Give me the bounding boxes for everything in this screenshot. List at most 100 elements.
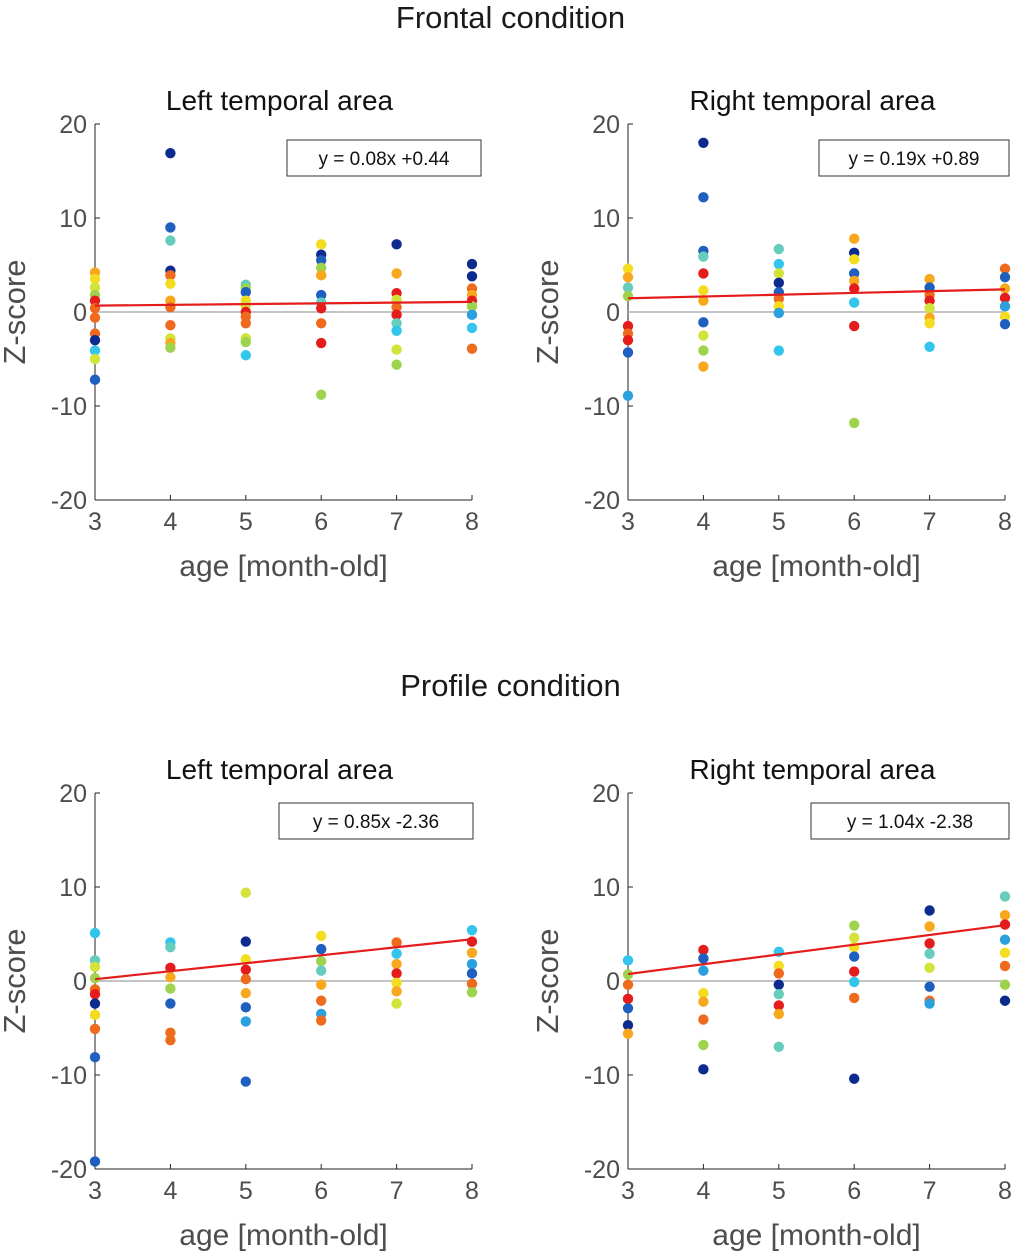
data-point <box>466 947 478 958</box>
panel-title: Left temporal area <box>166 754 394 785</box>
data-point <box>924 273 935 285</box>
data-point <box>924 962 935 974</box>
data-point <box>240 988 251 999</box>
data-point <box>622 335 634 346</box>
data-point <box>999 910 1011 921</box>
y-tick-label: 20 <box>59 111 87 139</box>
data-point <box>89 927 101 939</box>
data-point <box>165 278 176 289</box>
data-point <box>89 961 101 973</box>
data-point <box>698 944 709 956</box>
data-point <box>316 270 327 281</box>
x-tick-label: 7 <box>923 1177 937 1205</box>
data-point <box>466 968 478 979</box>
data-point <box>999 995 1011 1006</box>
data-point <box>622 969 634 980</box>
y-tick-label: 0 <box>606 299 620 327</box>
equation-label: y = 0.19x +0.89 <box>849 149 980 170</box>
y-tick-label: -20 <box>51 487 87 515</box>
data-point <box>165 1035 176 1046</box>
x-tick-label: 4 <box>696 1177 710 1205</box>
data-point <box>999 934 1011 945</box>
data-point <box>89 282 101 293</box>
data-point <box>316 389 327 400</box>
data-point <box>999 301 1011 312</box>
data-point <box>698 988 709 999</box>
data-point <box>165 998 176 1009</box>
data-point <box>316 289 327 301</box>
data-point <box>773 277 784 289</box>
x-axis-label: age [month-old] <box>179 550 387 583</box>
data-point <box>849 254 860 265</box>
regression-line <box>627 288 1006 300</box>
data-point <box>773 988 784 1000</box>
data-point <box>999 960 1011 972</box>
y-tick-label: 10 <box>592 874 620 902</box>
data-point <box>698 295 709 306</box>
equation-label: y = 0.08x +0.44 <box>319 149 450 170</box>
x-tick-label: 5 <box>772 508 786 536</box>
regression-line <box>627 924 1006 976</box>
data-point <box>240 964 251 975</box>
data-point <box>622 347 634 358</box>
data-point <box>924 998 935 1009</box>
x-tick-label: 3 <box>88 508 102 536</box>
x-tick-label: 6 <box>314 508 328 536</box>
data-point <box>466 271 478 282</box>
y-axis-label: Z-score <box>0 928 32 1033</box>
data-point <box>240 1016 251 1027</box>
panel-title: Left temporal area <box>166 85 394 116</box>
data-point <box>165 319 176 331</box>
data-point <box>165 222 176 233</box>
data-point <box>240 973 251 985</box>
data-point <box>924 295 935 306</box>
data-point <box>316 965 327 976</box>
data-point <box>999 919 1011 930</box>
data-point <box>89 312 101 323</box>
data-point <box>316 303 327 314</box>
x-axis-label: age [month-old] <box>712 1219 920 1252</box>
data-point <box>240 336 251 348</box>
y-axis-label: Z-score <box>530 259 565 364</box>
data-point <box>165 235 176 246</box>
data-point <box>89 273 101 285</box>
data-point <box>89 998 101 1009</box>
data-point <box>773 268 784 279</box>
data-point <box>466 987 478 998</box>
data-point <box>622 272 634 283</box>
x-tick-label: 6 <box>847 508 861 536</box>
data-point <box>849 1073 860 1084</box>
panel-title: Right temporal area <box>690 754 936 785</box>
data-point <box>622 320 634 332</box>
data-point <box>316 318 327 329</box>
data-point <box>316 995 327 1006</box>
data-point <box>773 1041 784 1053</box>
chart-panel-4: 20 10 0 -10 -203 4 5 6 7 8 y = 1.04x -2.38 Right te… <box>530 754 1012 1252</box>
data-point <box>622 290 634 302</box>
data-point <box>316 1015 327 1026</box>
data-point <box>924 318 935 329</box>
data-point <box>240 287 251 298</box>
equation-box <box>810 802 1010 840</box>
data-point <box>999 263 1011 274</box>
y-tick-label: -10 <box>584 1062 620 1090</box>
data-point <box>773 307 784 319</box>
data-point <box>698 137 709 148</box>
data-point <box>466 309 478 321</box>
data-point <box>391 318 402 329</box>
data-point <box>165 302 176 313</box>
data-point <box>924 981 935 992</box>
y-tick-label: 0 <box>73 299 87 327</box>
data-point <box>849 268 860 279</box>
x-tick-label: 6 <box>314 1177 328 1205</box>
x-tick-label: 4 <box>163 1177 177 1205</box>
y-tick-label: 0 <box>73 968 87 996</box>
data-point <box>773 293 784 305</box>
y-tick-label: -20 <box>584 487 620 515</box>
data-point <box>89 1009 101 1021</box>
data-point <box>773 1008 784 1020</box>
data-point <box>849 966 860 977</box>
data-point <box>622 263 634 274</box>
condition-title-profile: Profile condition <box>400 668 621 703</box>
